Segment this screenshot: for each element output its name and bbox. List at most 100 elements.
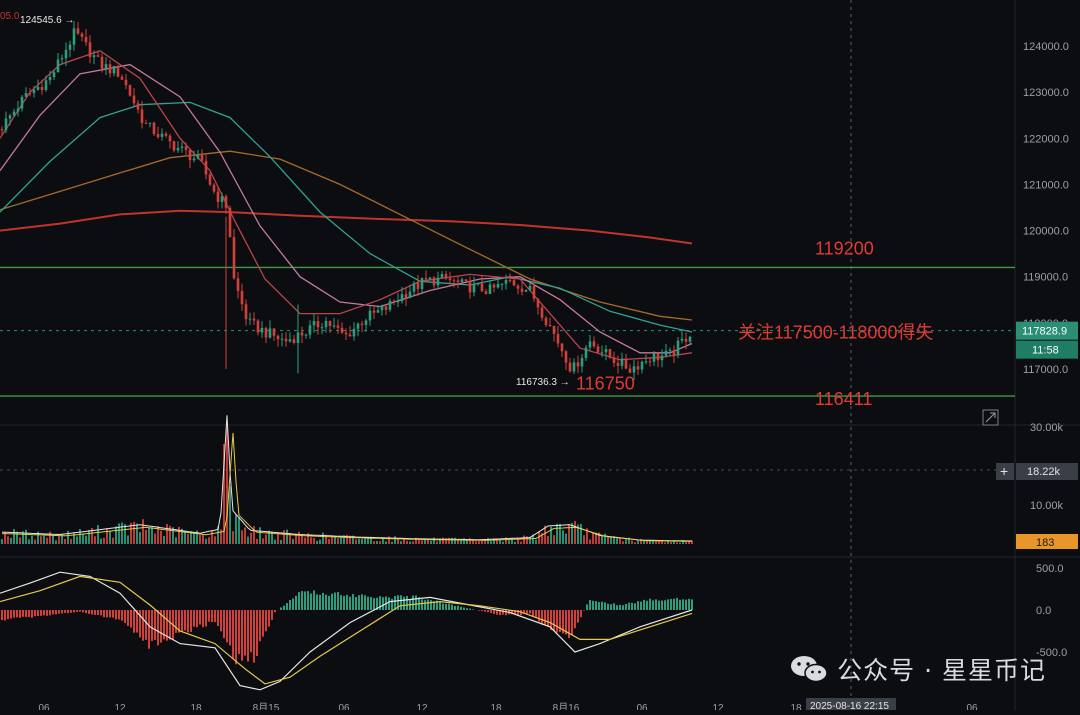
macd-histogram-bar	[211, 610, 213, 622]
macd-histogram-bar	[595, 601, 597, 610]
candle-body	[505, 280, 508, 284]
volume-bar	[49, 532, 51, 544]
volume-bar	[616, 538, 618, 544]
macd-histogram-bar	[37, 610, 39, 616]
price-tick-label: 121000.0	[1023, 179, 1069, 191]
candle-body	[665, 351, 668, 356]
candle-body	[453, 280, 456, 281]
price-tick-label: 119000.0	[1023, 272, 1068, 284]
macd-histogram-bar	[127, 610, 129, 626]
macd-histogram-bar	[7, 610, 9, 619]
macd-histogram-bar	[307, 591, 309, 610]
volume-bar	[313, 538, 315, 544]
candle-body	[549, 325, 552, 326]
annotation-focus-range: 关注117500-118000得失	[738, 323, 933, 343]
macd-histogram-bar	[673, 599, 675, 610]
time-tick-label: 06	[966, 703, 978, 710]
macd-histogram-bar	[388, 597, 390, 610]
candle-body	[677, 341, 680, 355]
candle-body	[349, 334, 352, 336]
candle-body	[21, 97, 24, 109]
macd-histogram-bar	[124, 610, 126, 623]
macd-histogram-bar	[646, 601, 648, 610]
macd-histogram-bar	[262, 610, 264, 637]
macd-histogram-bar	[322, 593, 324, 610]
volume-bar	[79, 529, 81, 544]
candle-body	[193, 159, 196, 161]
volume-bar	[625, 539, 627, 544]
macd-histogram-bar	[241, 610, 243, 661]
volume-bar	[304, 538, 306, 544]
volume-bar	[205, 539, 207, 544]
macd-histogram-bar	[130, 610, 132, 628]
macd-histogram-bar	[613, 603, 615, 610]
volume-bar	[139, 532, 141, 544]
volume-bar	[235, 515, 237, 544]
volume-bar	[274, 540, 276, 544]
candle-body	[105, 64, 108, 69]
candle-body	[461, 279, 464, 282]
candle-body	[417, 283, 420, 289]
candle-body	[17, 109, 20, 112]
macd-histogram-bar	[490, 610, 492, 613]
macd-histogram-bar	[526, 610, 528, 614]
macd-histogram-bar	[70, 610, 72, 613]
macd-histogram-bar	[274, 610, 276, 612]
volume-bar	[31, 536, 33, 544]
price-tick-label: 122000.0	[1023, 133, 1069, 145]
macd-histogram-bar	[670, 599, 672, 610]
macd-histogram-bar	[529, 610, 531, 614]
volume-bar	[148, 528, 150, 544]
candle-body	[569, 363, 572, 372]
candle-body	[353, 329, 356, 337]
volume-bar	[376, 541, 378, 544]
macd-histogram-bar	[406, 596, 408, 610]
candle-body	[589, 341, 592, 347]
time-tick-label: 12	[114, 703, 126, 710]
volume-bar	[250, 533, 252, 544]
macd-histogram-bar	[4, 610, 6, 621]
macd-histogram-bar	[373, 598, 375, 610]
macd-histogram-bar	[145, 610, 147, 640]
macd-histogram-bar	[631, 603, 633, 610]
macd-histogram-bar	[82, 610, 84, 612]
candle-body	[457, 280, 460, 282]
volume-bar	[25, 530, 27, 544]
candle-body	[449, 278, 452, 280]
macd-histogram-bar	[442, 604, 444, 610]
macd-histogram-bar	[181, 610, 183, 632]
macd-histogram-bar	[154, 610, 156, 640]
volume-bar	[535, 540, 537, 544]
macd-histogram-bar	[205, 610, 207, 626]
candle-body	[85, 37, 88, 42]
macd-histogram-bar	[103, 610, 105, 617]
volume-bar	[319, 540, 321, 544]
candle-body	[609, 349, 612, 358]
candle-body	[597, 346, 600, 352]
volume-bar	[580, 524, 582, 544]
volume-bar	[478, 541, 480, 544]
candle-body	[25, 93, 28, 97]
volume-bar	[406, 541, 408, 544]
volume-bar	[436, 541, 438, 544]
candle-body	[53, 72, 56, 77]
candle-body	[657, 354, 660, 361]
volume-bar	[685, 542, 687, 544]
macd-histogram-bar	[88, 610, 90, 614]
macd-histogram-bar	[16, 610, 18, 617]
candle-body	[605, 349, 608, 352]
candle-body	[513, 280, 516, 285]
candle-body	[81, 34, 84, 37]
macd-histogram-bar	[598, 602, 600, 610]
candle-body	[45, 80, 48, 90]
volume-bar	[358, 539, 360, 544]
volume-bar	[43, 536, 45, 544]
candle-body	[541, 307, 544, 317]
macd-histogram-bar	[109, 610, 111, 617]
macd-histogram-bar	[505, 610, 507, 615]
volume-bar	[232, 531, 234, 544]
macd-histogram-bar	[454, 606, 456, 610]
candle-body	[477, 283, 480, 284]
